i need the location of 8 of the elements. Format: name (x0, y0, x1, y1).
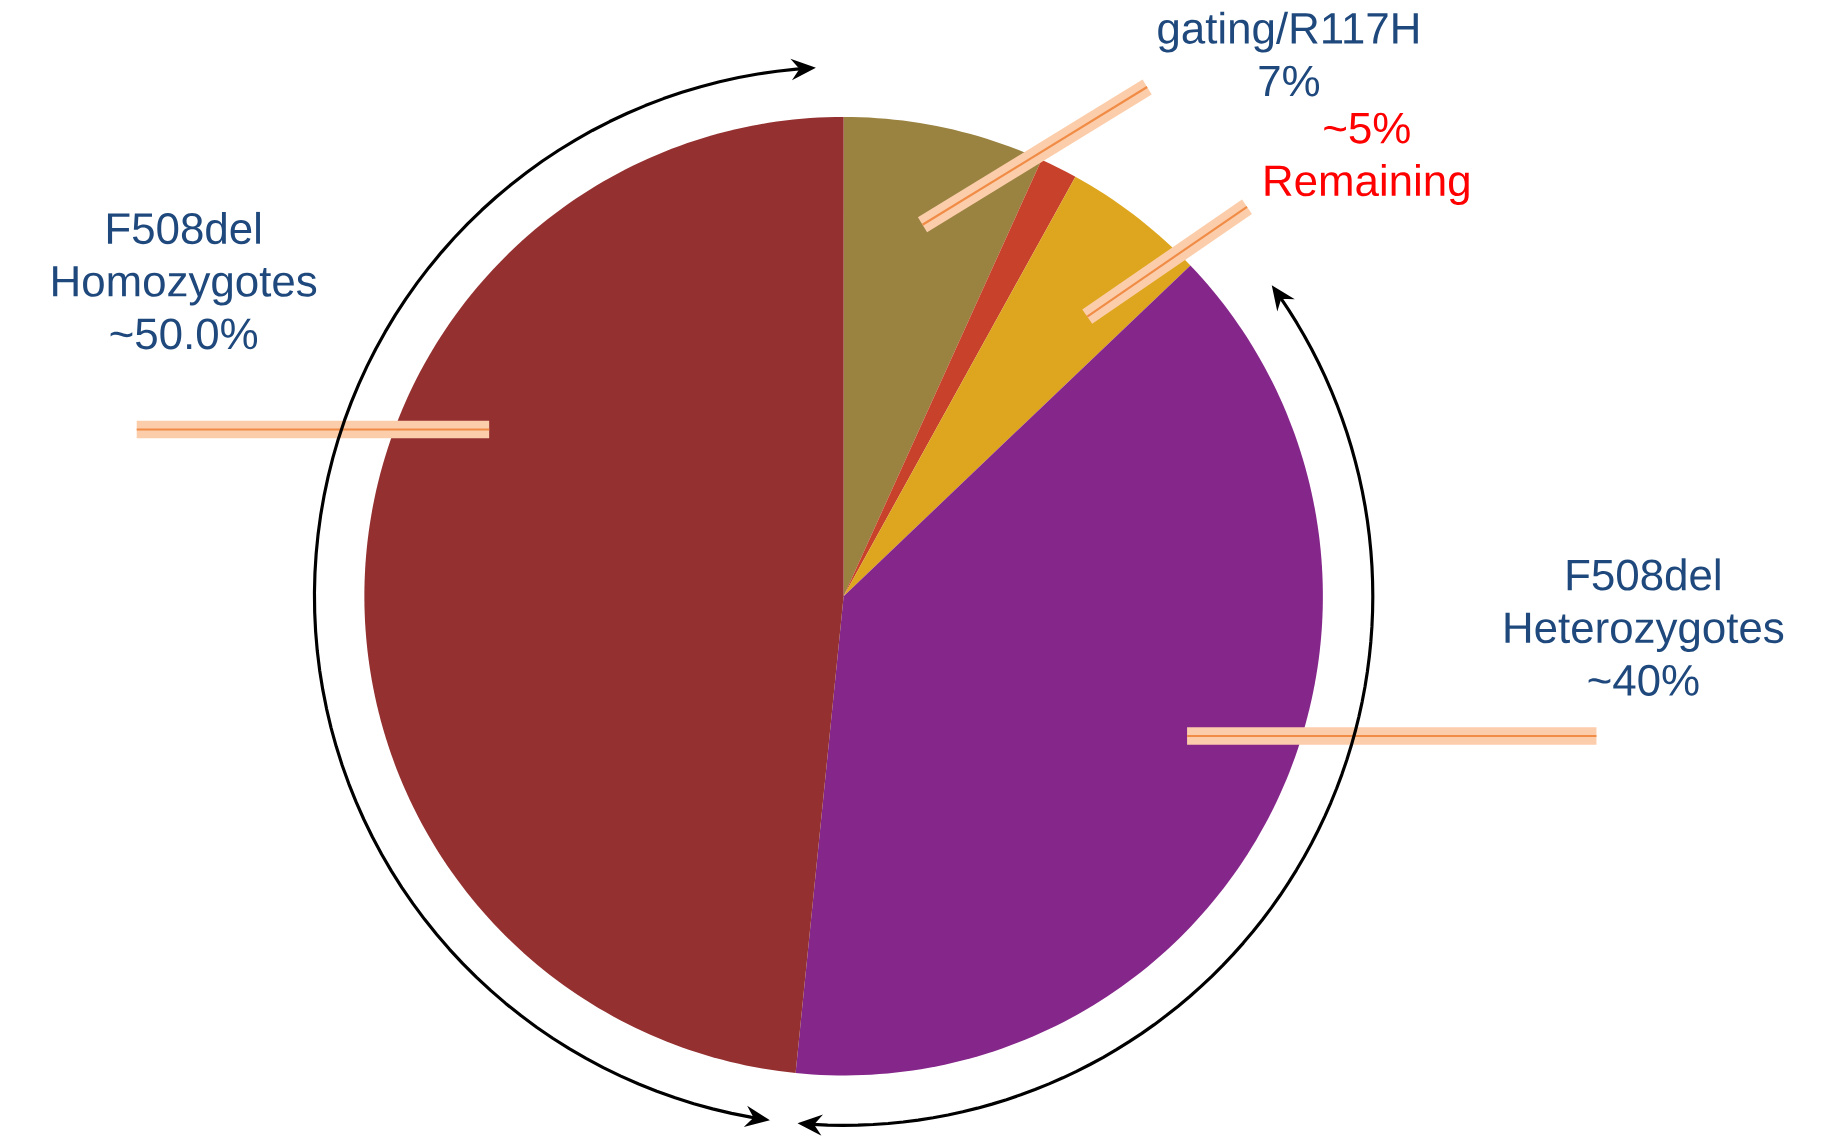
slice-label: gating/R117H (1158, 11, 1418, 53)
slice-label: F508del Heterozygotes (1505, 558, 1784, 653)
slice-label: F508del Homozygotes (53, 212, 317, 306)
data-label: ~40% (1588, 665, 1699, 697)
data-label: 7% (1259, 65, 1320, 97)
data-label: ~5% (1324, 112, 1410, 144)
slice-label: Remaining (1265, 164, 1469, 206)
data-label: ~50.0% (110, 318, 258, 350)
